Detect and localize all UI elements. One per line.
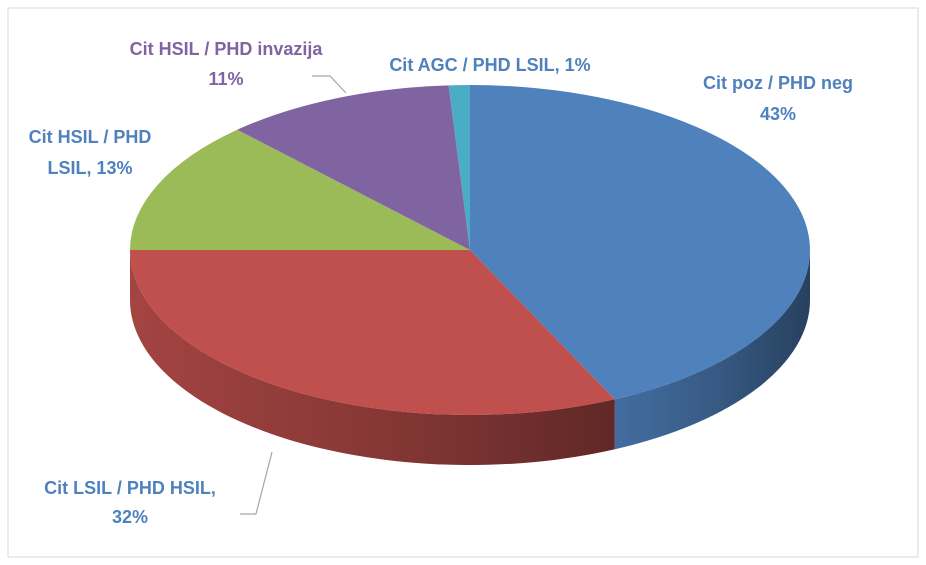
data-label: Cit HSIL / PHD invazija (130, 39, 324, 59)
slice (130, 250, 615, 415)
data-label: 43% (760, 104, 796, 124)
data-label: 11% (208, 69, 243, 89)
data-label: Cit LSIL / PHD HSIL, (44, 478, 216, 498)
data-label: LSIL, 13% (47, 158, 132, 178)
slice (470, 85, 811, 400)
slice (448, 85, 470, 250)
leader-line (312, 75, 347, 94)
data-label: Cit HSIL / PHD (29, 127, 152, 147)
slice (237, 85, 470, 250)
data-label: Cit AGC / PHD LSIL, 1% (389, 55, 590, 75)
data-label: Cit poz / PHD neg (703, 73, 853, 93)
slice-side-shade (614, 250, 810, 450)
leader-line (240, 451, 273, 515)
slice (130, 129, 470, 250)
slice-side-shade (130, 250, 615, 466)
data-label: 32% (112, 507, 148, 527)
